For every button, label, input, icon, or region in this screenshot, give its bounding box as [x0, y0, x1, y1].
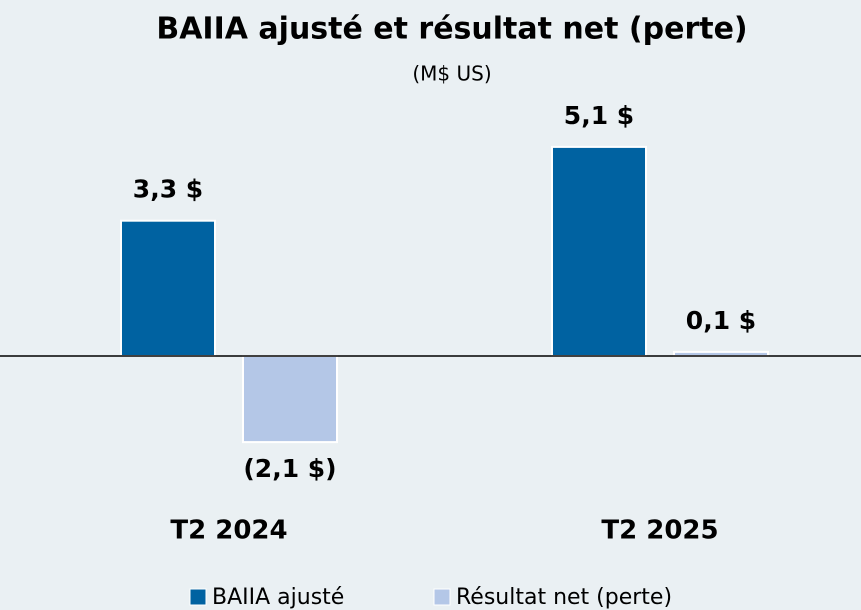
value-label: 5,1 $ — [564, 101, 634, 130]
x-tick-label: T2 2024 — [170, 516, 287, 546]
legend-swatch — [433, 588, 451, 606]
x-tick-label: T2 2025 — [601, 516, 718, 546]
bar — [551, 145, 647, 357]
bar — [120, 219, 216, 357]
value-label: (2,1 $) — [243, 454, 336, 483]
legend-swatch — [189, 588, 207, 606]
value-label: 0,1 $ — [686, 306, 756, 335]
bar — [242, 355, 338, 444]
legend-label: Résultat net (perte) — [456, 585, 672, 610]
chart-title: BAIIA ajusté et résultat net (perte) — [156, 12, 747, 47]
chart-subtitle: (M$ US) — [412, 62, 491, 86]
legend-label: BAIIA ajusté — [212, 585, 344, 610]
value-label: 3,3 $ — [133, 175, 203, 204]
